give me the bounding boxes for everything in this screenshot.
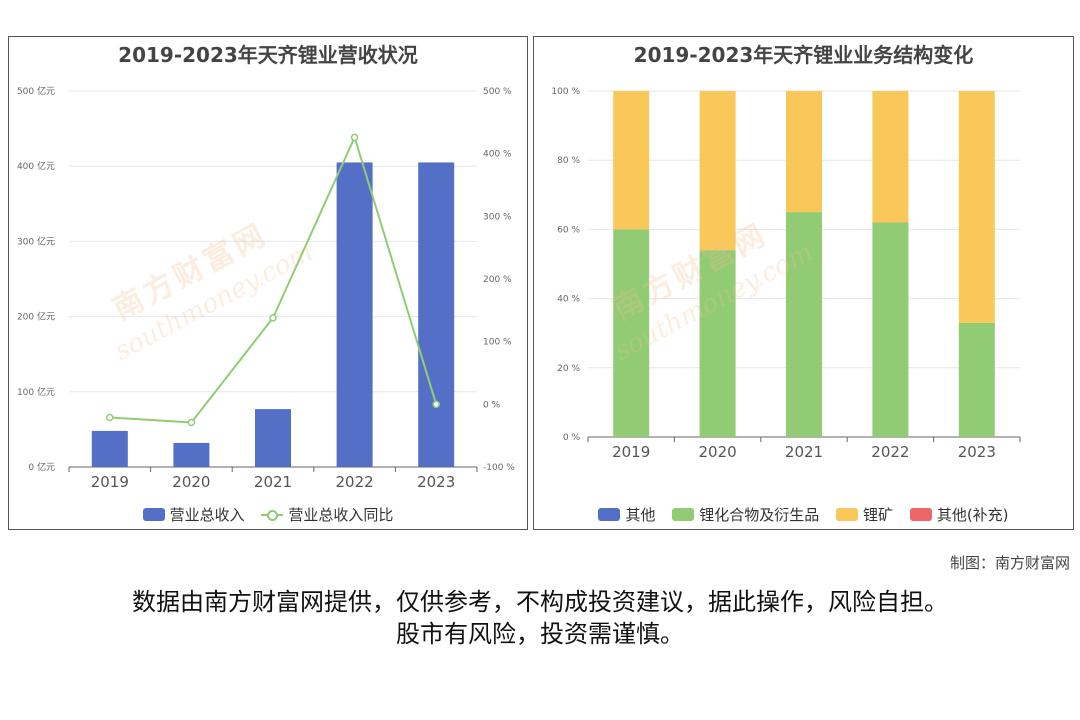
yoy-line: [109, 134, 438, 424]
legend-swatch-lithium-ore: [836, 508, 859, 521]
revenue-chart-title: 2019-2023年天齐锂业营收状况: [118, 43, 418, 67]
structure-chart-panel: 2019-2023年天齐锂业业务结构变化 0 % 20 % 40 % 60 % 80 %…: [533, 36, 1074, 530]
y-right-tick-label: 0 %: [483, 400, 501, 410]
legend-label-lithium-compounds: 锂化合物及衍生品: [699, 506, 820, 524]
chart-credit: 制图：南方财富网: [949, 554, 1070, 572]
x-tick-label: 2020: [699, 443, 737, 461]
y-tick-label: 20 %: [557, 364, 580, 374]
x-tick-label: 2022: [336, 473, 374, 491]
revenue-chart-svg: 0 亿元 100 亿元 200 亿元 300 亿元 400 亿元 500 亿元 -100 %…: [17, 85, 515, 491]
x-tick-label: 2022: [871, 443, 909, 461]
yoy-point: [187, 418, 196, 427]
legend-swatch-other-supplement: [909, 508, 932, 521]
x-tick-label: 2021: [254, 473, 292, 491]
y-right-tick-label: 300 %: [483, 212, 512, 222]
legend-label-lithium-ore: 锂矿: [863, 506, 894, 524]
stacked-bar-segment: [699, 91, 736, 251]
y-tick-label: 40 %: [557, 295, 580, 305]
legend-label-other-supplement: 其他(补充): [936, 506, 1009, 524]
y-right-tick-label: -100 %: [483, 463, 515, 473]
revenue-chart-panel: 2019-2023年天齐锂业营收状况 0 亿元 100 亿元 200 亿元 300 亿…: [8, 36, 528, 530]
yoy-point: [432, 400, 440, 409]
revenue-bar: [336, 162, 373, 467]
revenue-bar: [91, 430, 128, 467]
legend-item-other[interactable]: 其他: [598, 504, 655, 525]
x-tick-label: 2020: [172, 473, 210, 491]
legend-label-other: 其他: [625, 506, 656, 524]
legend-item-yoy[interactable]: 营业总收入同比: [261, 504, 393, 525]
stacked-bar-segment: [786, 212, 822, 437]
legend-item-revenue[interactable]: 营业总收入: [142, 504, 245, 525]
stacked-bar-segment: [958, 91, 995, 323]
y-tick-label: 0 %: [563, 433, 581, 443]
y-right-tick-label: 400 %: [483, 150, 512, 160]
legend-item-lithium-ore[interactable]: 锂矿: [836, 504, 893, 525]
y-right-tick-label: 100 %: [483, 338, 512, 348]
legend-label-yoy: 营业总收入同比: [288, 506, 394, 524]
legend-swatch-yoy: [261, 508, 284, 521]
structure-chart-svg: 0 % 20 % 40 % 60 % 80 % 100 % 2019 2020 2021 2022…: [551, 87, 1021, 461]
revenue-bar: [173, 442, 210, 467]
stacked-bar-segment: [613, 91, 650, 230]
disclaimer-line-1: 数据由南方财富网提供，仅供参考，不构成投资建议，据此操作，风险自担。: [132, 588, 948, 616]
y-tick-label: 60 %: [557, 225, 580, 235]
legend-label-revenue: 营业总收入: [169, 506, 245, 524]
y-right-tick-label: 500 %: [483, 87, 512, 97]
legend-item-lithium-compounds[interactable]: 锂化合物及衍生品: [672, 504, 819, 525]
y-tick-label: 100 %: [551, 87, 580, 97]
x-tick-label: 2023: [958, 443, 996, 461]
x-tick-label: 2019: [91, 473, 129, 491]
stacked-bar-segment: [958, 322, 995, 437]
stacked-bar-segment: [872, 222, 909, 437]
y-left-tick-label: 500 亿元: [17, 85, 55, 97]
y-left-tick-label: 400 亿元: [17, 160, 55, 172]
legend-item-other-supplement[interactable]: 其他(补充): [909, 504, 1009, 525]
stacked-bar-segment: [786, 91, 822, 213]
legend-swatch-revenue: [142, 508, 165, 521]
structure-chart-legend: 其他 锂化合物及衍生品 锂矿 其他(补充): [534, 504, 1073, 525]
structure-chart-title: 2019-2023年天齐锂业业务结构变化: [633, 43, 974, 67]
stacked-bar-segment: [613, 229, 650, 437]
stacked-bar-segment: [872, 91, 909, 223]
x-tick-label: 2023: [417, 473, 455, 491]
revenue-bar: [418, 162, 455, 467]
stacked-bar-segment: [699, 250, 736, 437]
y-left-tick-label: 200 亿元: [17, 311, 55, 323]
y-tick-label: 80 %: [557, 156, 580, 166]
x-tick-label: 2019: [612, 443, 650, 461]
yoy-point: [106, 413, 114, 422]
revenue-chart-legend: 营业总收入 营业总收入同比: [9, 504, 527, 525]
yoy-point: [350, 133, 359, 142]
legend-swatch-other: [598, 508, 621, 521]
disclaimer-line-2: 股市有风险，投资需谨慎。: [396, 620, 684, 648]
y-right-tick-label: 200 %: [483, 275, 512, 285]
x-tick-label: 2021: [785, 443, 823, 461]
y-left-tick-label: 0 亿元: [28, 461, 55, 473]
legend-swatch-lithium-compounds: [672, 508, 695, 521]
revenue-bar: [255, 409, 291, 467]
y-left-tick-label: 100 亿元: [17, 386, 55, 398]
yoy-point: [269, 314, 277, 322]
y-left-tick-label: 300 亿元: [17, 235, 55, 247]
